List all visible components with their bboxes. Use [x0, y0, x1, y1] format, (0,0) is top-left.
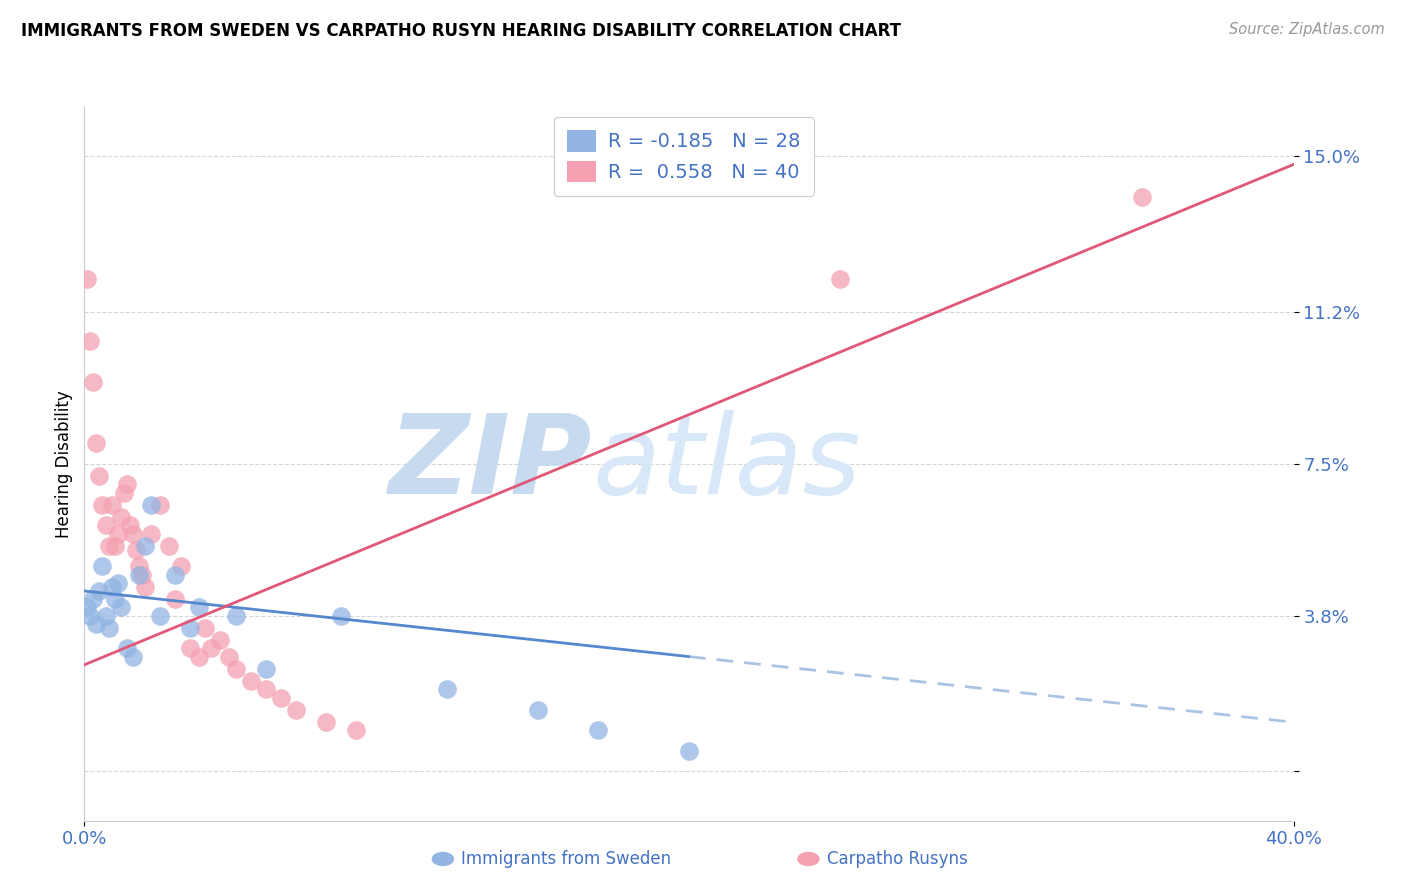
Point	[112, 485, 135, 500]
Point	[239, 674, 262, 689]
Point	[170, 559, 193, 574]
Point	[315, 715, 337, 730]
Point	[436, 682, 458, 697]
Point	[89, 584, 111, 599]
Point	[79, 334, 101, 348]
Point	[157, 539, 180, 553]
Point	[588, 723, 610, 738]
Point	[209, 633, 232, 648]
Point	[254, 682, 277, 697]
Point	[79, 608, 101, 623]
Point	[128, 559, 150, 574]
Point	[82, 375, 104, 389]
Point	[118, 518, 141, 533]
Point	[107, 526, 129, 541]
Point	[76, 600, 98, 615]
Point	[110, 600, 132, 615]
Point	[100, 498, 122, 512]
Point	[188, 649, 211, 664]
Point	[115, 477, 138, 491]
Point	[110, 510, 132, 524]
Point	[97, 539, 120, 553]
Point	[97, 621, 120, 635]
Point	[163, 592, 186, 607]
Point	[139, 498, 162, 512]
Point	[218, 649, 240, 664]
Y-axis label: Hearing Disability: Hearing Disability	[55, 390, 73, 538]
Point	[86, 616, 108, 631]
Point	[82, 592, 104, 607]
Point	[125, 543, 148, 558]
Point	[163, 567, 186, 582]
Point	[128, 567, 150, 582]
Point	[149, 498, 172, 512]
Point	[346, 723, 368, 738]
Text: Source: ZipAtlas.com: Source: ZipAtlas.com	[1229, 22, 1385, 37]
Point	[179, 641, 201, 656]
Point	[104, 539, 127, 553]
Point	[121, 526, 143, 541]
Legend: R = -0.185   N = 28, R =  0.558   N = 40: R = -0.185 N = 28, R = 0.558 N = 40	[554, 117, 814, 196]
Point	[91, 559, 114, 574]
Point	[89, 469, 111, 483]
Point	[91, 498, 114, 512]
Point	[194, 621, 217, 635]
Point	[134, 539, 156, 553]
Text: atlas: atlas	[592, 410, 860, 517]
Point	[94, 518, 117, 533]
Point	[678, 744, 700, 758]
Point	[254, 662, 277, 676]
Text: ZIP: ZIP	[388, 410, 592, 517]
Point	[284, 703, 308, 717]
Point	[139, 526, 162, 541]
Point	[526, 703, 548, 717]
Point	[830, 272, 852, 286]
Point	[94, 608, 117, 623]
Point	[149, 608, 172, 623]
Point	[86, 436, 108, 450]
Point	[104, 592, 127, 607]
Point	[100, 580, 122, 594]
Point	[131, 567, 153, 582]
Point	[76, 272, 98, 286]
Point	[188, 600, 211, 615]
Point	[330, 608, 353, 623]
Point	[200, 641, 222, 656]
Text: Immigrants from Sweden: Immigrants from Sweden	[461, 850, 671, 868]
Point	[107, 575, 129, 590]
Point	[225, 662, 247, 676]
Point	[115, 641, 138, 656]
Point	[270, 690, 292, 705]
Point	[134, 580, 156, 594]
Point	[225, 608, 247, 623]
Point	[1130, 190, 1153, 204]
Point	[179, 621, 201, 635]
Text: Carpatho Rusyns: Carpatho Rusyns	[827, 850, 967, 868]
Text: IMMIGRANTS FROM SWEDEN VS CARPATHO RUSYN HEARING DISABILITY CORRELATION CHART: IMMIGRANTS FROM SWEDEN VS CARPATHO RUSYN…	[21, 22, 901, 40]
Point	[121, 649, 143, 664]
